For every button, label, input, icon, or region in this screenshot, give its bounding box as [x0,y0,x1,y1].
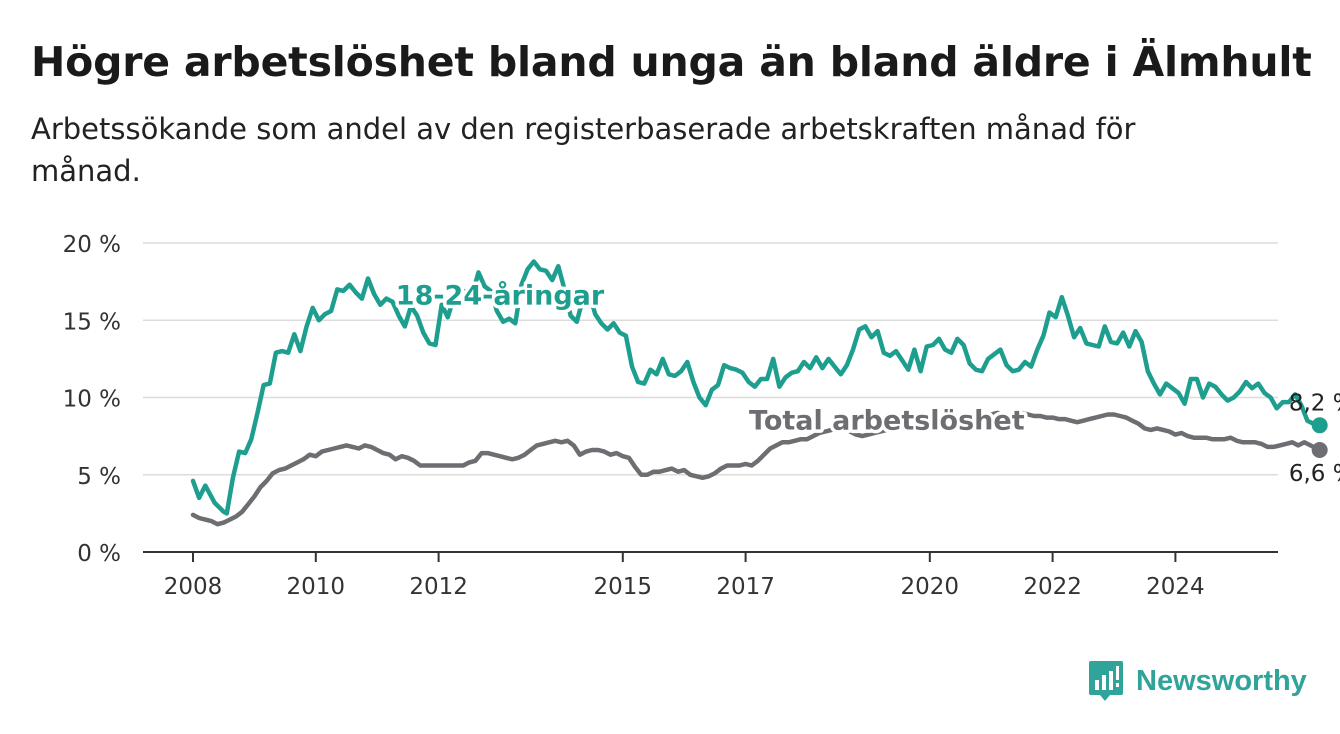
y-tick-label: 0 % [77,541,121,567]
y-axis-labels: 0 % 5 % 10 % 15 % 20 % [63,232,121,567]
series-labels: 8,2 % 6,6 % 18-24-åringar Total arbetslöshe… [392,276,1340,487]
brand: Newsworthy [1088,659,1307,703]
series-end-label-2: 6,6 % [1289,461,1340,487]
series-line-2 [190,410,1322,527]
series-line-1 [190,259,1322,516]
y-tick-label: 15 % [63,309,121,335]
x-tick-label: 2012 [409,574,468,600]
x-tick-label: 2015 [594,574,653,600]
x-axis: 2008 2010 2012 2015 2017 2020 2022 2024 [143,551,1278,600]
y-tick-label: 20 % [63,232,121,258]
brand-name: Newsworthy [1136,664,1307,697]
grid-lines [143,242,1278,476]
series-end-dot-2 [1311,442,1328,459]
y-tick-label: 10 % [63,387,121,413]
x-tick-label: 2020 [901,574,960,600]
x-tick-label: 2010 [287,574,346,600]
chart-title: Högre arbetslöshet bland unga än bland ä… [31,38,1312,86]
series-lines [190,259,1328,527]
x-tick-label: 2024 [1146,574,1205,600]
x-tick-label: 2017 [716,574,775,600]
series-end-dot-1 [1311,417,1328,434]
series-name-label-2: Total arbetslöshet [749,406,1025,437]
chart-subtitle: Arbetssökande som andel av den registerb… [31,112,1136,189]
x-tick-label: 2022 [1023,574,1082,600]
series-name-label-1: 18-24-åringar [396,280,605,312]
y-tick-label: 5 % [77,464,121,490]
series-end-label-1: 8,2 % [1289,390,1340,416]
newsworthy-logo-icon [1089,661,1123,701]
x-tick-label: 2008 [164,574,223,600]
